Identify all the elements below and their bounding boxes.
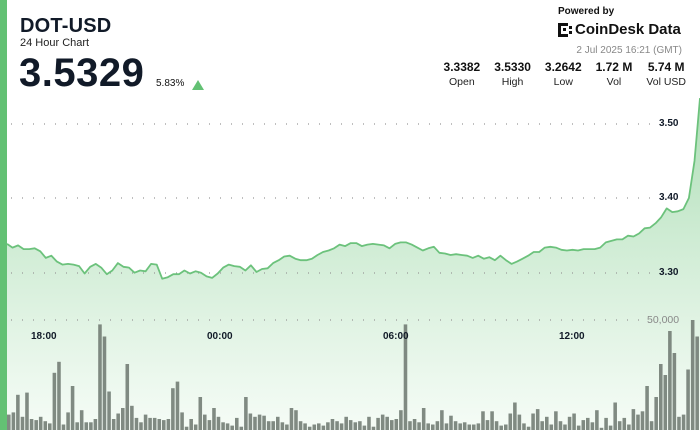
stat-vol: 1.72 M Vol bbox=[596, 60, 633, 88]
stat-open: 3.3382 Open bbox=[444, 60, 481, 88]
stat-label: High bbox=[501, 76, 524, 88]
chart-subtitle: 24 Hour Chart bbox=[20, 37, 90, 49]
stat-label: Vol USD bbox=[646, 76, 686, 88]
stat-vol-usd: 5.74 M Vol USD bbox=[646, 60, 686, 88]
volume-tick-label: 50,000 bbox=[647, 314, 680, 326]
timestamp: 2 Jul 2025 16:21 (GMT) bbox=[576, 45, 682, 56]
y-tick-label: 3.40 bbox=[659, 192, 679, 203]
brand-name: CoinDesk Data bbox=[575, 21, 681, 38]
x-tick-label: 18:00 bbox=[31, 331, 57, 342]
brand-logo: CoinDesk Data bbox=[558, 21, 681, 38]
current-price: 3.5329 bbox=[19, 51, 145, 95]
stat-value: 3.3382 bbox=[443, 60, 481, 74]
y-tick-label: 3.30 bbox=[659, 267, 679, 278]
coindesk-logo-icon bbox=[558, 22, 572, 37]
y-tick-label: 3.50 bbox=[659, 118, 679, 129]
stat-value: 1.72 M bbox=[595, 60, 633, 74]
pair-title: DOT-USD bbox=[20, 15, 112, 37]
price-change-percent: 5.83% bbox=[156, 78, 185, 89]
stats-panel: 3.3382 Open 3.5330 High 3.2642 Low 1.72 … bbox=[444, 60, 686, 88]
stat-high: 3.5330 High bbox=[494, 60, 531, 88]
stat-value: 3.5330 bbox=[494, 60, 531, 74]
stat-low: 3.2642 Low bbox=[545, 60, 582, 88]
x-tick-label: 12:00 bbox=[559, 331, 585, 342]
powered-by-label: Powered by bbox=[558, 6, 615, 17]
stat-label: Open bbox=[449, 76, 475, 88]
stat-value: 3.2642 bbox=[544, 60, 582, 74]
stat-label: Low bbox=[553, 76, 573, 88]
x-tick-label: 06:00 bbox=[383, 331, 409, 342]
stat-label: Vol bbox=[606, 76, 622, 88]
x-tick-label: 00:00 bbox=[207, 331, 233, 342]
stat-value: 5.74 M bbox=[647, 60, 685, 74]
up-arrow-icon bbox=[192, 80, 204, 90]
accent-bar bbox=[0, 0, 7, 430]
